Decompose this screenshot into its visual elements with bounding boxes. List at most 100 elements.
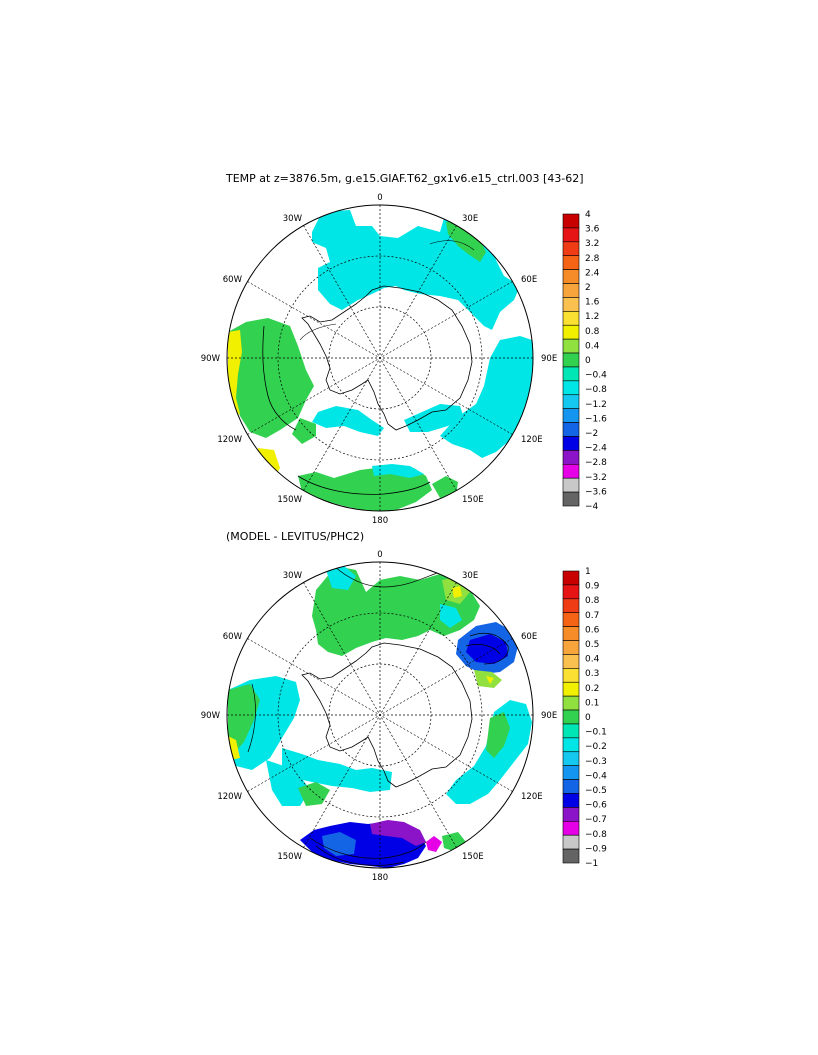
bottom-colorbar-swatch bbox=[562, 668, 580, 683]
bottom-colorbar-label: −0.5 bbox=[585, 786, 607, 796]
bottom-colorbar-label: 0.9 bbox=[585, 582, 600, 592]
bottom-colorbar-swatch bbox=[562, 681, 580, 697]
bottom-lon-label-120e: 120E bbox=[521, 792, 543, 802]
top-colorbar-label: 2.4 bbox=[585, 268, 600, 278]
bottom-colorbar-swatch bbox=[562, 848, 580, 864]
bottom-colorbar-label: −0.6 bbox=[585, 801, 607, 811]
top-colorbar-label: −3.6 bbox=[585, 487, 607, 497]
top-colorbar-swatch bbox=[562, 463, 580, 479]
bottom-colorbar-label: 0.2 bbox=[585, 684, 599, 694]
top-colorbar-label: −1.2 bbox=[585, 400, 607, 410]
bottom-lon-label-60e: 60E bbox=[521, 632, 537, 642]
top-colorbar-swatch bbox=[562, 394, 580, 409]
bottom-colorbar-swatch bbox=[562, 807, 580, 822]
bottom-colorbar-swatch bbox=[562, 709, 580, 725]
top-colorbar-swatch bbox=[562, 227, 580, 243]
top-lon-label-150e: 150E bbox=[462, 495, 484, 505]
top-lon-label-120w: 120W bbox=[217, 435, 242, 445]
bottom-colorbar-label: 0.7 bbox=[585, 611, 599, 621]
top-colorbar-swatch bbox=[562, 324, 580, 340]
bottom-colorbar-swatch bbox=[562, 598, 580, 614]
top-colorbar-label: 3.2 bbox=[585, 239, 599, 249]
bottom-colorbar-swatch bbox=[562, 820, 580, 836]
bottom-map-field bbox=[228, 565, 532, 868]
top-colorbar-label: −2 bbox=[585, 429, 598, 439]
top-colorbar-label: 0.4 bbox=[585, 341, 600, 351]
top-colorbar-label: 1.6 bbox=[585, 298, 600, 308]
bottom-colorbar-label: 0.1 bbox=[585, 698, 599, 708]
bottom-lon-label-90e: 90E bbox=[541, 711, 557, 721]
top-colorbar-swatch bbox=[562, 269, 580, 284]
top-colorbar-label: −3.2 bbox=[585, 473, 607, 483]
bottom-colorbar-label: −0.2 bbox=[585, 742, 607, 752]
top-colorbar-label: −1.6 bbox=[585, 414, 607, 424]
top-colorbar-swatch bbox=[562, 436, 580, 451]
bottom-colorbar-swatch bbox=[562, 723, 580, 739]
top-colorbar-swatch bbox=[562, 311, 580, 326]
top-colorbar-swatch bbox=[562, 338, 580, 354]
bottom-colorbar-swatch bbox=[562, 612, 580, 627]
top-colorbar-swatch bbox=[562, 491, 580, 507]
top-colorbar-label: −0.8 bbox=[585, 385, 607, 395]
top-colorbar: 4 3.6 3.2 2.8 2.4 2 1.6 1.2 0.8 0.4 0 −0.4 −0.8 −1.2 −… bbox=[562, 210, 607, 512]
bottom-colorbar-label: 1 bbox=[585, 567, 591, 577]
bottom-panel-title: (MODEL - LEVITUS/PHC2) bbox=[226, 530, 365, 543]
bottom-colorbar-label: 0.6 bbox=[585, 625, 600, 635]
bottom-antarctica-outline bbox=[301, 642, 473, 788]
bottom-lon-label-30w: 30W bbox=[283, 571, 303, 581]
top-colorbar-label: −2.4 bbox=[585, 444, 607, 454]
top-polar-map: 0 30E 60E 90E 120E 150E 180 150W 120W 90… bbox=[201, 193, 557, 526]
top-lon-label-150w: 150W bbox=[277, 495, 302, 505]
bottom-polar-map: 0 30E 60E 90E 120E 150E 180 150W 120W 90… bbox=[201, 550, 557, 883]
top-meridians bbox=[227, 205, 533, 511]
bottom-colorbar: 1 0.9 0.8 0.7 0.6 0.5 0.4 0.3 0.2 0.1 0 −0.1 −0.2 −0.… bbox=[562, 567, 607, 869]
bottom-colorbar-label: −0.9 bbox=[585, 844, 607, 854]
top-lon-label-180: 180 bbox=[372, 516, 388, 526]
top-colorbar-swatch bbox=[562, 297, 580, 312]
bottom-colorbar-swatch bbox=[562, 765, 580, 780]
top-colorbar-label: −2.8 bbox=[585, 458, 607, 468]
top-lon-label-30w: 30W bbox=[283, 214, 303, 224]
bottom-colorbar-swatch bbox=[562, 626, 580, 641]
top-colorbar-label: 1.2 bbox=[585, 312, 599, 322]
top-colorbar-swatch bbox=[562, 366, 580, 382]
top-panel-title: TEMP at z=3876.5m, g.e15.GIAF.T62_gx1v6.… bbox=[226, 172, 584, 185]
bottom-lon-label-150w: 150W bbox=[277, 852, 302, 862]
bottom-colorbar-swatch bbox=[562, 570, 580, 586]
top-lon-label-120e: 120E bbox=[521, 435, 543, 445]
bottom-colorbar-swatch bbox=[562, 695, 580, 711]
bottom-colorbar-label: 0.5 bbox=[585, 640, 599, 650]
bottom-colorbar-label: −1 bbox=[585, 859, 598, 869]
bottom-colorbar-label: −0.1 bbox=[585, 728, 607, 738]
bottom-colorbar-swatch bbox=[562, 584, 580, 600]
bottom-colorbar-label: 0 bbox=[585, 713, 591, 723]
bottom-colorbar-label: −0.7 bbox=[585, 815, 607, 825]
top-colorbar-swatch bbox=[562, 352, 580, 368]
bottom-colorbar-label: −0.3 bbox=[585, 757, 607, 767]
bottom-colorbar-swatch bbox=[562, 779, 580, 794]
top-colorbar-swatch bbox=[562, 380, 580, 396]
bottom-colorbar-label: −0.8 bbox=[585, 830, 607, 840]
bottom-colorbar-swatch bbox=[562, 751, 580, 766]
top-colorbar-swatch bbox=[562, 477, 580, 493]
top-lon-label-90w: 90W bbox=[201, 354, 221, 364]
bottom-colorbar-label: 0.8 bbox=[585, 596, 600, 606]
top-colorbar-swatch bbox=[562, 450, 580, 465]
top-lon-label-60w: 60W bbox=[223, 275, 243, 285]
bottom-lon-label-180: 180 bbox=[372, 873, 388, 883]
bottom-lon-label-0: 0 bbox=[377, 550, 382, 560]
bottom-colorbar-label: 0.4 bbox=[585, 655, 600, 665]
bottom-lon-label-90w: 90W bbox=[201, 711, 221, 721]
bottom-lon-label-120w: 120W bbox=[217, 792, 242, 802]
top-colorbar-label: −0.4 bbox=[585, 371, 607, 381]
top-colorbar-label: 0 bbox=[585, 356, 591, 366]
top-colorbar-swatch bbox=[562, 283, 580, 298]
top-lon-label-0: 0 bbox=[377, 193, 382, 203]
top-lon-label-90e: 90E bbox=[541, 354, 557, 364]
top-colorbar-swatch bbox=[562, 422, 580, 437]
top-colorbar-label: 3.6 bbox=[585, 225, 600, 235]
top-antarctica-outline bbox=[301, 285, 473, 431]
bottom-colorbar-swatch bbox=[562, 793, 580, 808]
bottom-colorbar-label: −0.4 bbox=[585, 771, 607, 781]
